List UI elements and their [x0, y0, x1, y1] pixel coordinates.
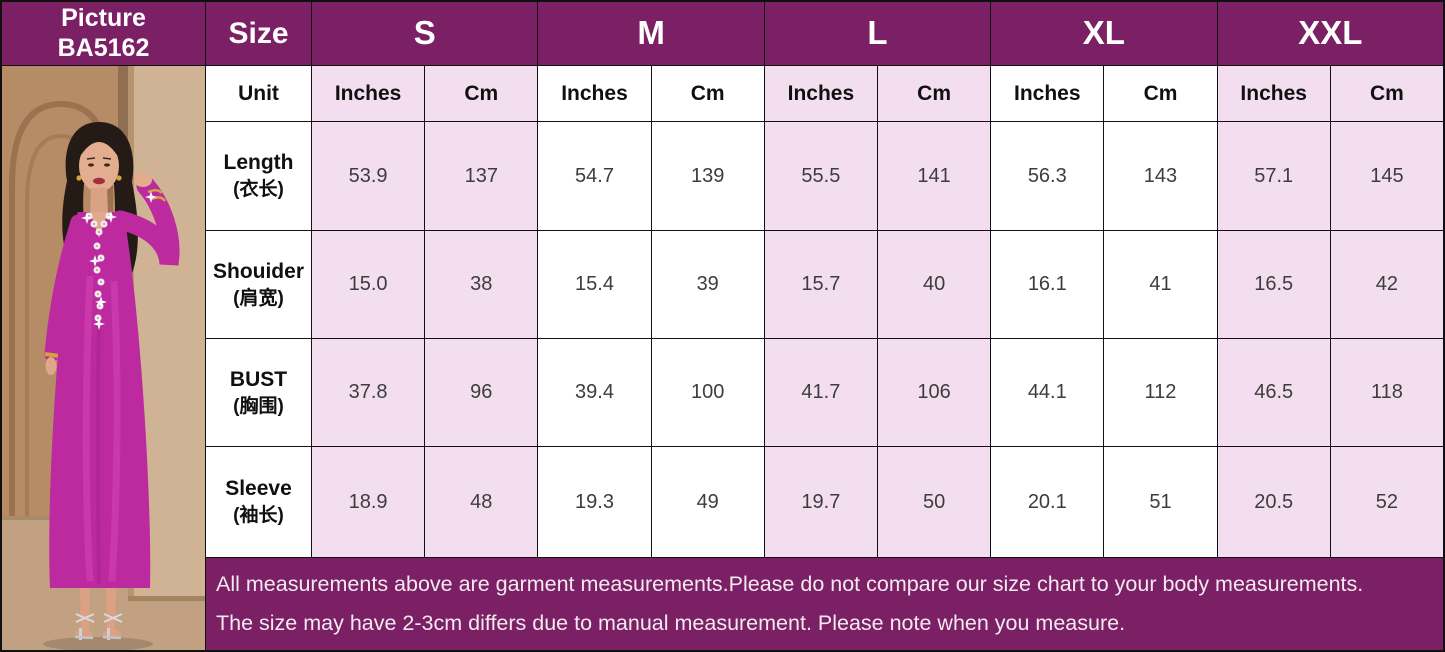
size-header: Size: [206, 2, 311, 65]
measurement-value: 106: [877, 339, 991, 446]
measurement-value: 100: [651, 339, 764, 446]
size-col-m: M: [538, 2, 764, 65]
measurement-value: 15.4: [538, 231, 651, 338]
measurement-value: 141: [877, 122, 991, 230]
model-photo-illustration: [2, 66, 205, 650]
picture-header: Picture BA5162: [2, 2, 205, 65]
measurement-value: 51: [1104, 447, 1217, 557]
size-col-xl: XL: [991, 2, 1217, 65]
measurement-value: 16.1: [991, 231, 1104, 338]
row-label-bust: BUST (胸围): [206, 339, 311, 446]
measurement-value: 42: [1330, 231, 1443, 338]
measurement-value: 44.1: [991, 339, 1104, 446]
measurement-value: 41: [1104, 231, 1217, 338]
row-label-length: Length (衣长): [206, 122, 311, 230]
measurement-value: 15.0: [312, 231, 425, 338]
measurement-value: 19.7: [764, 447, 877, 557]
size-col-xxl: XXL: [1217, 2, 1443, 65]
measurement-value: 139: [651, 122, 764, 230]
measurement-value: 48: [425, 447, 538, 557]
measurement-value: 118: [1330, 339, 1443, 446]
measurement-value: 16.5: [1217, 231, 1330, 338]
measurement-value: 19.3: [538, 447, 651, 557]
measurement-value: 96: [425, 339, 538, 446]
unit-col-xl-cm: Cm: [1104, 66, 1217, 121]
measurement-value: 52: [1330, 447, 1443, 557]
unit-col-m-cm: Cm: [651, 66, 764, 121]
note-line-1: All measurements above are garment measu…: [216, 572, 1364, 596]
measurement-value: 53.9: [312, 122, 425, 230]
unit-col-xl-inches: Inches: [991, 66, 1104, 121]
measurement-value: 40: [877, 231, 991, 338]
measurement-value: 54.7: [538, 122, 651, 230]
measurement-value: 143: [1104, 122, 1217, 230]
row-label-sleeve: Sleeve (袖长): [206, 447, 311, 557]
note-line-2: The size may have 2-3cm differs due to m…: [216, 611, 1126, 635]
unit-col-l-inches: Inches: [764, 66, 877, 121]
measurement-value: 39.4: [538, 339, 651, 446]
unit-col-m-inches: Inches: [538, 66, 651, 121]
measurement-value: 57.1: [1217, 122, 1330, 230]
measurement-value: 38: [425, 231, 538, 338]
measurement-value: 20.5: [1217, 447, 1330, 557]
measurement-value: 15.7: [764, 231, 877, 338]
picture-header-line1: Picture: [61, 4, 146, 32]
measurement-value: 41.7: [764, 339, 877, 446]
measurement-value: 39: [651, 231, 764, 338]
measurement-value: 49: [651, 447, 764, 557]
product-photo: [2, 66, 205, 650]
unit-col-l-cm: Cm: [877, 66, 991, 121]
measurement-value: 56.3: [991, 122, 1104, 230]
measurement-value: 145: [1330, 122, 1443, 230]
measurement-value: 37.8: [312, 339, 425, 446]
measurement-value: 18.9: [312, 447, 425, 557]
row-label-shoulder: Shouider (肩宽): [206, 231, 311, 338]
measurement-value: 137: [425, 122, 538, 230]
size-col-s: S: [312, 2, 538, 65]
measurement-value: 112: [1104, 339, 1217, 446]
measurement-value: 55.5: [764, 122, 877, 230]
unit-col-xxl-cm: Cm: [1330, 66, 1443, 121]
unit-col-s-cm: Cm: [425, 66, 538, 121]
measurement-value: 50: [877, 447, 991, 557]
size-col-l: L: [764, 2, 991, 65]
measurement-value: 20.1: [991, 447, 1104, 557]
measurement-value: 46.5: [1217, 339, 1330, 446]
unit-header: Unit: [206, 66, 311, 121]
measurement-notes: All measurements above are garment measu…: [206, 558, 1443, 650]
unit-col-s-inches: Inches: [312, 66, 425, 121]
picture-header-line2: BA5162: [57, 33, 150, 62]
unit-col-xxl-inches: Inches: [1217, 66, 1330, 121]
